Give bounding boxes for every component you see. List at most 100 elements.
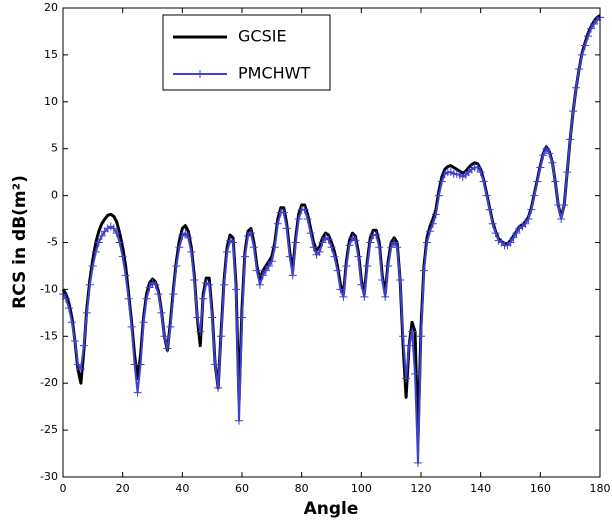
marker [70,336,79,345]
marker [94,238,103,247]
marker [476,168,485,177]
marker [157,308,166,317]
marker [255,280,264,289]
marker [112,229,121,238]
legend-label: GCSIE [238,27,287,46]
y-tick-label: -30 [40,470,58,483]
marker [196,70,204,78]
marker [190,276,199,285]
x-tick-label: 180 [590,482,611,495]
marker [536,163,545,172]
marker [306,229,315,238]
marker [196,327,205,336]
marker [118,252,127,261]
marker [229,238,238,247]
y-tick-label: -15 [40,329,58,342]
marker [339,292,348,301]
marker [333,266,342,275]
marker [193,313,202,322]
marker [569,107,578,116]
marker [384,261,393,270]
marker [151,280,160,289]
marker [375,243,384,252]
marker [360,292,369,301]
marker [282,224,291,233]
marker [587,24,596,33]
marker [425,227,434,236]
marker [181,229,190,238]
x-tick-label: 40 [175,482,189,495]
marker [417,332,425,341]
y-axis-label: RCS in dB(m²) [10,175,30,309]
marker [139,318,148,327]
marker [563,168,572,177]
marker [408,327,417,336]
marker [240,252,249,261]
marker [527,205,536,214]
marker [491,229,500,238]
y-tick-label: 10 [44,95,58,108]
plot-frame [62,7,601,478]
marker [294,215,303,224]
marker [512,229,521,238]
marker [419,266,428,275]
x-tick-label: 80 [295,482,309,495]
marker [79,341,88,350]
x-tick-label: 160 [530,482,551,495]
marker [560,200,569,209]
marker [184,233,193,242]
y-tick-label: -10 [40,282,58,295]
marker [542,144,551,153]
marker [422,238,431,247]
marker [187,247,196,256]
x-tick-label: 140 [470,482,491,495]
marker [145,283,154,292]
marker [88,261,97,270]
marker [279,208,288,217]
x-tick-label: 100 [351,482,372,495]
y-tick-label: 5 [51,142,58,155]
marker [393,243,402,252]
marker [485,205,494,214]
marker [166,322,175,331]
marker [175,243,184,252]
marker [363,261,372,270]
marker [309,243,318,252]
marker [136,360,145,369]
x-tick-label: 20 [116,482,130,495]
marker [163,344,172,353]
marker [76,365,85,374]
marker [578,50,587,59]
marker [431,210,440,219]
marker [357,280,366,289]
marker [97,231,106,240]
marker [581,41,590,50]
marker [85,280,94,289]
marker [381,292,390,301]
marker [473,163,482,172]
marker [324,235,333,244]
marker [217,332,226,341]
marker [327,243,336,252]
marker [411,369,420,378]
marker [434,191,443,200]
marker [211,360,220,369]
marker [414,458,423,467]
marker [291,238,300,247]
marker [318,238,327,247]
marker [235,416,244,425]
y-tick-label: -20 [40,376,58,389]
marker [258,271,267,280]
marker [124,294,133,303]
marker [557,215,566,224]
marker [575,64,584,73]
marker [405,341,414,350]
marker [402,374,411,383]
y-tick-label: 20 [44,1,58,14]
marker [488,219,497,228]
y-tick-label: 0 [51,189,58,202]
marker [160,332,169,341]
marker [354,252,363,261]
marker [214,383,223,392]
